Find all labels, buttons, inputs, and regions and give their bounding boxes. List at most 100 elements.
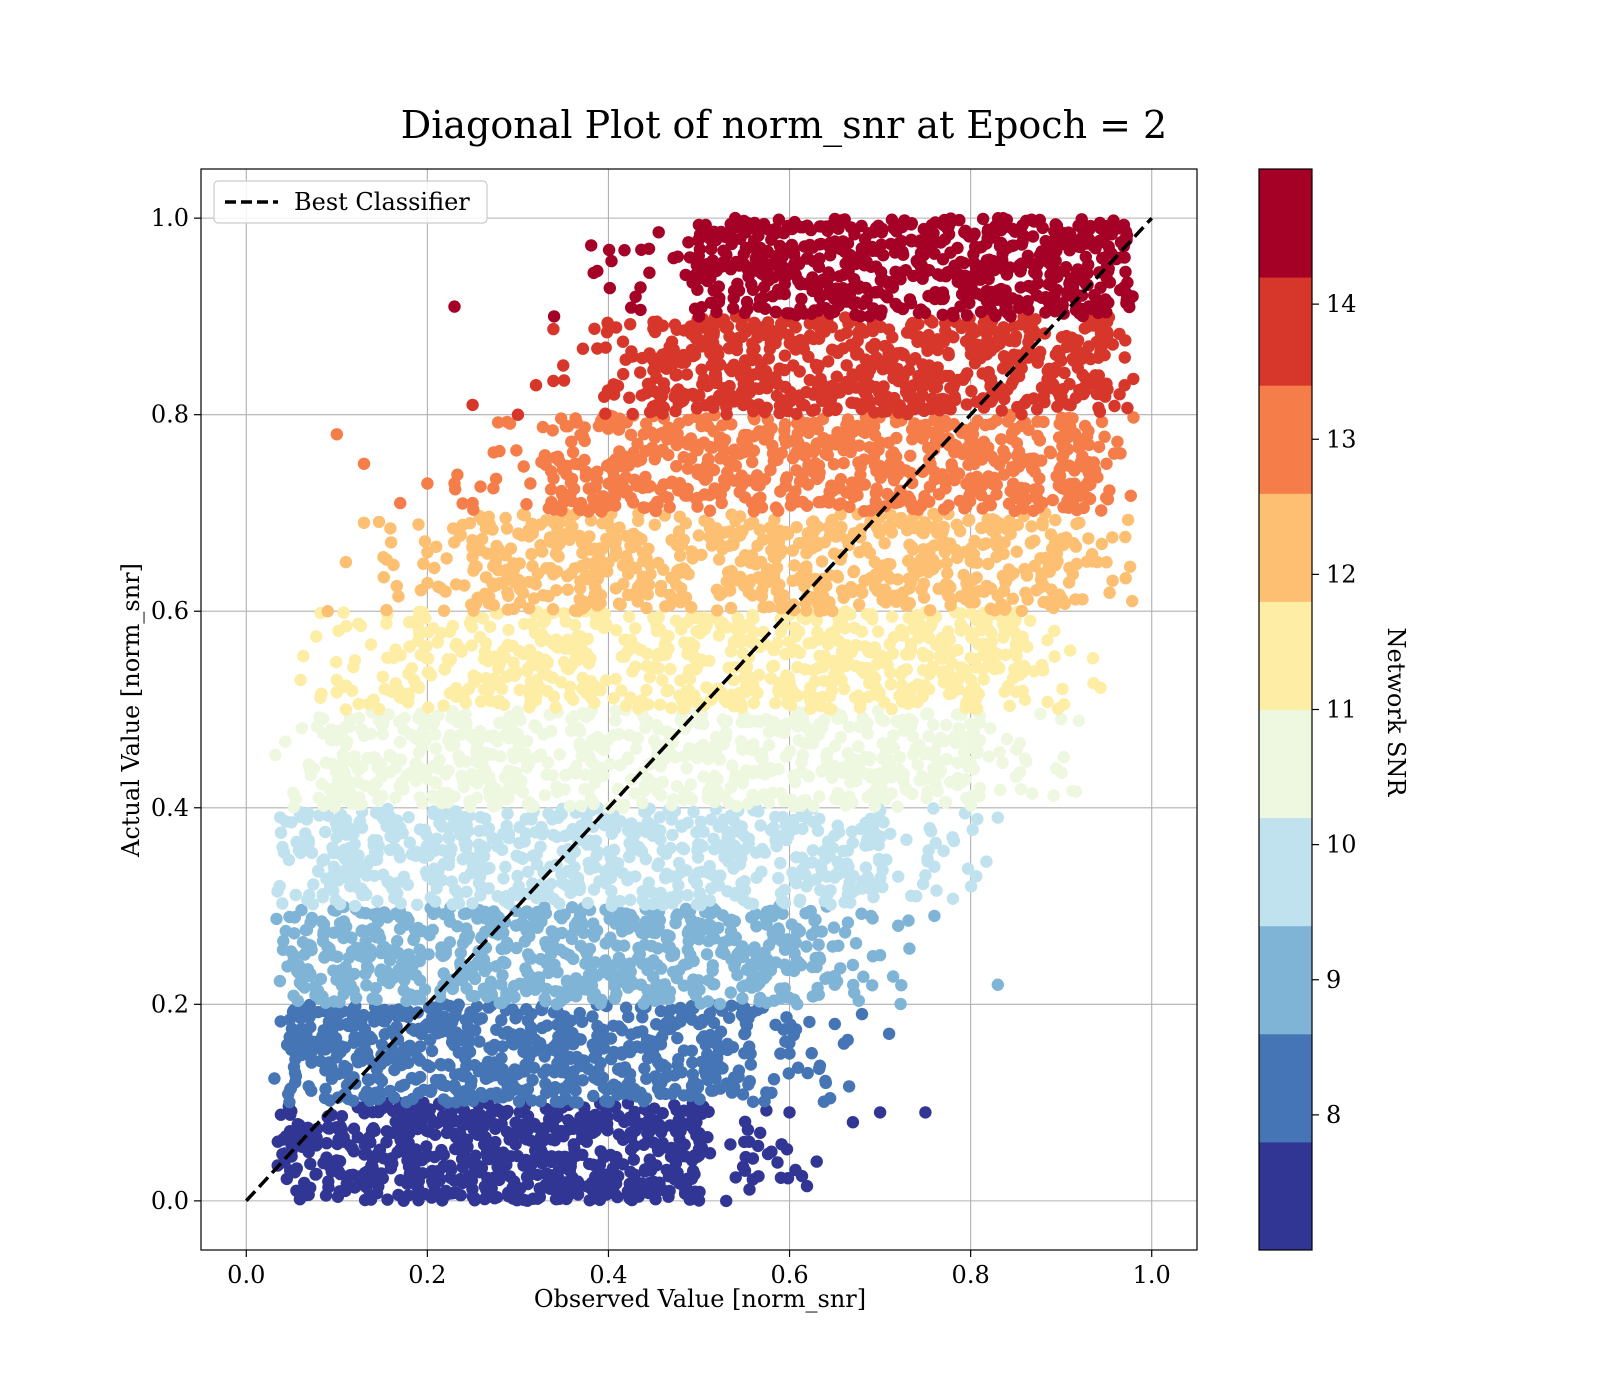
data-point bbox=[802, 637, 815, 650]
data-point bbox=[402, 914, 415, 927]
data-point bbox=[624, 1165, 637, 1179]
outlier-point bbox=[330, 673, 343, 687]
data-point bbox=[927, 507, 940, 520]
data-point bbox=[638, 938, 651, 951]
data-point bbox=[815, 555, 829, 568]
data-point bbox=[613, 728, 626, 741]
data-point bbox=[659, 1060, 672, 1074]
data-point bbox=[380, 553, 393, 566]
data-point bbox=[513, 836, 526, 850]
data-point bbox=[662, 1170, 676, 1183]
data-point bbox=[411, 898, 424, 911]
data-point bbox=[605, 899, 618, 912]
data-point bbox=[564, 1116, 577, 1129]
data-point bbox=[571, 630, 584, 643]
data-point bbox=[676, 841, 689, 854]
data-point bbox=[380, 819, 393, 833]
data-point bbox=[815, 765, 828, 778]
data-point bbox=[622, 850, 636, 863]
data-point bbox=[925, 521, 939, 534]
data-point bbox=[687, 805, 700, 819]
data-point bbox=[478, 587, 492, 600]
data-point bbox=[376, 670, 389, 683]
data-point bbox=[324, 1014, 337, 1027]
outlier-point bbox=[1018, 752, 1032, 765]
data-point bbox=[767, 994, 781, 1007]
data-point bbox=[504, 567, 517, 580]
data-point bbox=[441, 796, 454, 809]
data-point bbox=[563, 799, 577, 813]
data-point bbox=[608, 1188, 622, 1201]
data-point bbox=[664, 1150, 678, 1163]
data-point bbox=[665, 798, 678, 812]
data-point bbox=[737, 893, 750, 907]
data-point bbox=[1013, 737, 1026, 750]
data-point bbox=[465, 598, 478, 611]
data-point bbox=[739, 1017, 753, 1030]
data-point bbox=[964, 880, 978, 893]
data-point bbox=[558, 1191, 572, 1205]
data-point bbox=[523, 812, 536, 825]
data-point bbox=[955, 776, 968, 789]
data-point bbox=[632, 1190, 645, 1203]
data-point bbox=[996, 756, 1009, 769]
data-point bbox=[1047, 789, 1060, 802]
data-point bbox=[501, 638, 514, 652]
data-point bbox=[274, 826, 288, 839]
data-point bbox=[502, 589, 515, 602]
data-point bbox=[660, 1070, 673, 1083]
data-point bbox=[465, 620, 479, 634]
outlier-point bbox=[1055, 713, 1068, 726]
data-point bbox=[812, 988, 825, 1001]
data-point bbox=[675, 623, 688, 636]
data-point bbox=[946, 892, 960, 905]
data-point bbox=[791, 1061, 805, 1074]
data-point bbox=[1123, 560, 1137, 573]
data-point bbox=[580, 539, 593, 552]
data-point bbox=[412, 768, 426, 782]
data-point bbox=[443, 1160, 456, 1174]
data-point bbox=[342, 775, 355, 788]
data-point bbox=[1025, 520, 1038, 533]
data-point bbox=[656, 898, 670, 912]
data-point bbox=[548, 958, 561, 971]
data-point bbox=[894, 997, 907, 1011]
data-point bbox=[496, 969, 509, 982]
data-point bbox=[322, 809, 335, 822]
data-point bbox=[731, 947, 744, 961]
data-point bbox=[724, 601, 738, 615]
data-point bbox=[677, 636, 691, 649]
data-point bbox=[544, 877, 558, 890]
data-point bbox=[707, 1016, 721, 1030]
data-point bbox=[388, 831, 402, 844]
data-point bbox=[648, 518, 661, 531]
data-point bbox=[547, 1121, 560, 1134]
data-point bbox=[615, 1024, 629, 1037]
data-point bbox=[517, 1193, 530, 1206]
data-point bbox=[553, 1153, 566, 1166]
data-point bbox=[310, 630, 323, 643]
data-point bbox=[709, 1054, 723, 1067]
data-point bbox=[988, 604, 1002, 617]
data-point bbox=[1014, 783, 1028, 796]
data-point bbox=[843, 790, 856, 803]
data-point bbox=[437, 967, 450, 980]
data-point bbox=[421, 869, 434, 883]
data-point bbox=[394, 1174, 407, 1187]
data-point bbox=[637, 1138, 651, 1152]
data-point bbox=[293, 1118, 306, 1132]
data-point bbox=[487, 1056, 500, 1069]
data-point bbox=[553, 1008, 566, 1022]
data-point bbox=[312, 865, 325, 878]
data-point bbox=[350, 941, 363, 954]
data-point bbox=[459, 1013, 472, 1027]
data-point bbox=[438, 948, 451, 962]
data-point bbox=[436, 1109, 450, 1122]
data-point bbox=[736, 992, 749, 1005]
data-point bbox=[783, 675, 796, 689]
data-point bbox=[665, 1087, 679, 1101]
data-point bbox=[697, 770, 710, 783]
data-point bbox=[461, 1154, 474, 1168]
data-point bbox=[775, 894, 789, 908]
data-point bbox=[634, 978, 648, 991]
